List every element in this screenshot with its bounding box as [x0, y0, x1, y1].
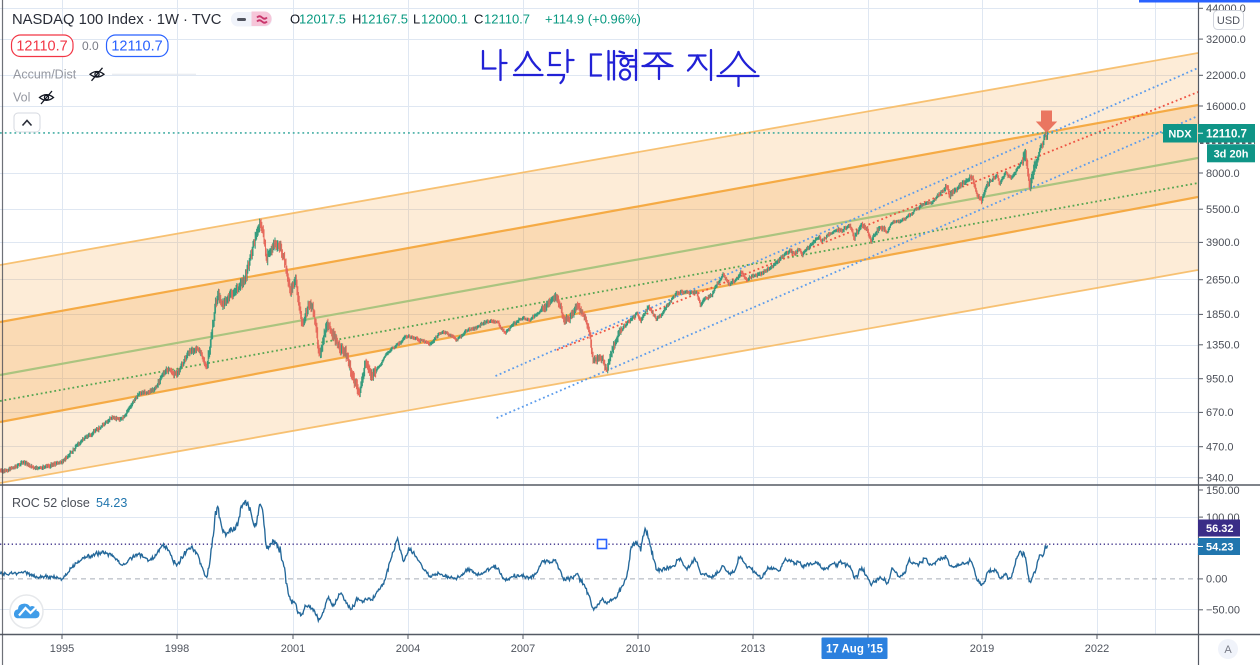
svg-text:17 Aug ’15: 17 Aug ’15 [826, 643, 884, 655]
svg-text:5500.0: 5500.0 [1206, 204, 1240, 216]
svg-text:3900.0: 3900.0 [1206, 237, 1240, 249]
svg-text:ROC 52 close: ROC 52 close [12, 496, 90, 510]
svg-text:1850.0: 1850.0 [1206, 309, 1240, 321]
svg-text:12017.5: 12017.5 [299, 12, 346, 27]
svg-text:2022: 2022 [1085, 643, 1109, 655]
svg-text:2007: 2007 [511, 643, 535, 655]
svg-text:950.0: 950.0 [1206, 374, 1234, 386]
svg-text:2001: 2001 [281, 643, 305, 655]
svg-text:2019: 2019 [970, 643, 994, 655]
svg-text:2010: 2010 [626, 643, 650, 655]
svg-text:340.0: 340.0 [1206, 473, 1234, 485]
svg-text:470.0: 470.0 [1206, 442, 1234, 454]
svg-text:−50.00: −50.00 [1206, 605, 1240, 617]
svg-text:12110.7: 12110.7 [16, 39, 67, 55]
svg-text:12110.7: 12110.7 [484, 12, 530, 27]
svg-text:1998: 1998 [165, 643, 189, 655]
svg-text:8000.0: 8000.0 [1206, 168, 1240, 180]
svg-text:2650.0: 2650.0 [1206, 275, 1240, 287]
svg-text:1995: 1995 [50, 643, 74, 655]
svg-text:+114.9 (+0.96%): +114.9 (+0.96%) [545, 12, 641, 27]
svg-text:12110.7: 12110.7 [1206, 129, 1247, 141]
svg-text:2013: 2013 [741, 643, 765, 655]
svg-text:H: H [352, 12, 361, 27]
svg-text:L: L [413, 12, 420, 27]
svg-text:12000.1: 12000.1 [421, 12, 468, 27]
svg-text:54.23: 54.23 [1206, 542, 1234, 554]
svg-text:22000.0: 22000.0 [1206, 70, 1246, 82]
svg-text:0.0: 0.0 [82, 39, 99, 53]
svg-text:0.00: 0.00 [1206, 574, 1227, 586]
svg-text:Accum/Dist: Accum/Dist [13, 68, 77, 82]
svg-text:56.32: 56.32 [1206, 523, 1234, 535]
svg-text:NASDAQ 100 Index · 1W · TVC: NASDAQ 100 Index · 1W · TVC [12, 12, 222, 28]
svg-text:32000.0: 32000.0 [1206, 34, 1246, 46]
svg-text:150.00: 150.00 [1206, 485, 1240, 497]
svg-text:12110.7: 12110.7 [111, 39, 162, 55]
svg-text:Vol: Vol [13, 91, 30, 105]
svg-text:USD: USD [1217, 15, 1240, 27]
svg-text:3d 20h: 3d 20h [1214, 149, 1249, 161]
svg-text:NDX: NDX [1168, 128, 1192, 140]
svg-text:670.0: 670.0 [1206, 407, 1234, 419]
svg-text:16000.0: 16000.0 [1206, 101, 1246, 113]
svg-text:O: O [290, 12, 300, 27]
svg-text:2004: 2004 [396, 643, 420, 655]
svg-text:12167.5: 12167.5 [361, 12, 408, 27]
svg-text:C: C [474, 12, 483, 27]
svg-text:A: A [1224, 644, 1232, 656]
svg-text:1350.0: 1350.0 [1206, 340, 1240, 352]
svg-text:54.23: 54.23 [96, 496, 127, 510]
